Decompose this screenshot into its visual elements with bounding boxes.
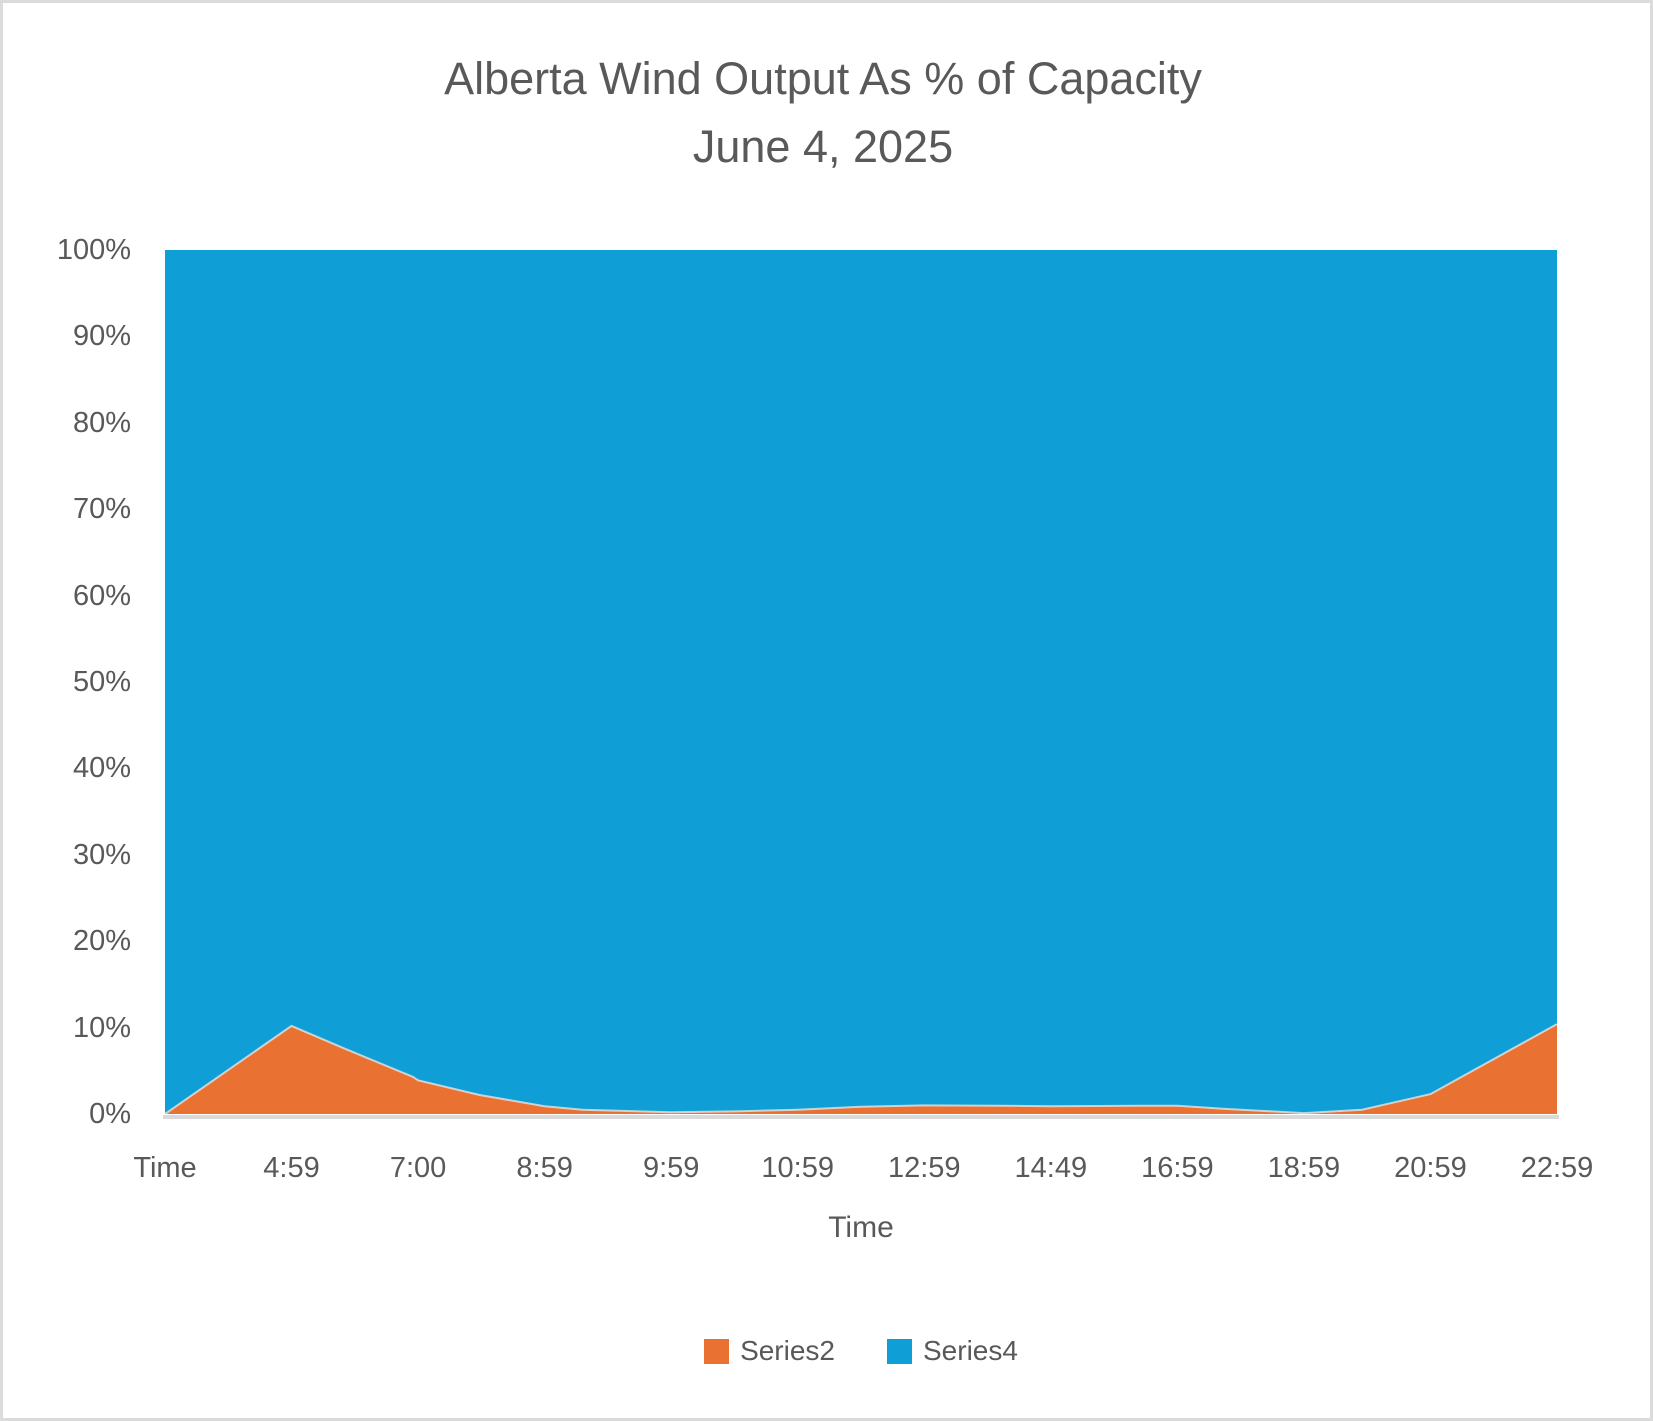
plot-area	[165, 250, 1557, 1114]
x-tick-label: 22:59	[1520, 1152, 1594, 1184]
chart-title: Alberta Wind Output As % of Capacity Jun…	[3, 45, 1643, 181]
y-tick-label: 60%	[72, 579, 131, 612]
x-tick-label: 16:59	[1141, 1152, 1214, 1184]
y-tick-label: 40%	[72, 752, 131, 785]
y-tick-label: 70%	[72, 493, 131, 526]
chart-title-line2: June 4, 2025	[692, 121, 954, 172]
x-axis-line	[163, 1115, 1559, 1119]
legend-swatch-icon	[887, 1338, 912, 1364]
y-tick-label: 50%	[72, 666, 131, 698]
y-tick-label: 30%	[72, 838, 131, 871]
legend-label: Series4	[923, 1335, 1018, 1366]
x-tick-label: 10:59	[761, 1152, 834, 1184]
x-tick-label: 20:59	[1394, 1152, 1467, 1184]
legend: Series2 Series4	[165, 1335, 1557, 1367]
y-tick-label: 90%	[72, 320, 131, 353]
x-tick-label: 8:59	[516, 1152, 573, 1184]
x-tick-label: 12:59	[887, 1152, 961, 1184]
y-tick-label: 20%	[72, 925, 131, 958]
legend-swatch-icon	[704, 1338, 730, 1364]
y-tick-label: 0%	[89, 1098, 131, 1130]
y-tick-label: 80%	[72, 406, 131, 439]
series-boundary-line	[165, 1023, 1557, 1114]
x-tick-label: 4:59	[263, 1152, 320, 1184]
chart-title-line1: Alberta Wind Output As % of Capacity	[444, 53, 1202, 104]
x-tick-label: 9:59	[642, 1152, 700, 1184]
legend-label: Series2	[740, 1335, 835, 1366]
series2-area	[165, 1024, 1557, 1114]
x-tick-label: 7:00	[389, 1152, 447, 1184]
x-tick-label: 14:49	[1014, 1152, 1088, 1184]
y-tick-label: 100%	[56, 234, 131, 266]
legend-item-series2: Series2	[704, 1335, 835, 1367]
x-tick-label: Time	[133, 1152, 197, 1184]
series4-area	[165, 250, 1557, 1114]
x-axis-title: Time	[828, 1211, 894, 1244]
x-tick-label: 18:59	[1267, 1152, 1341, 1184]
y-tick-label: 10%	[72, 1011, 131, 1044]
legend-item-series4: Series4	[887, 1335, 1018, 1367]
